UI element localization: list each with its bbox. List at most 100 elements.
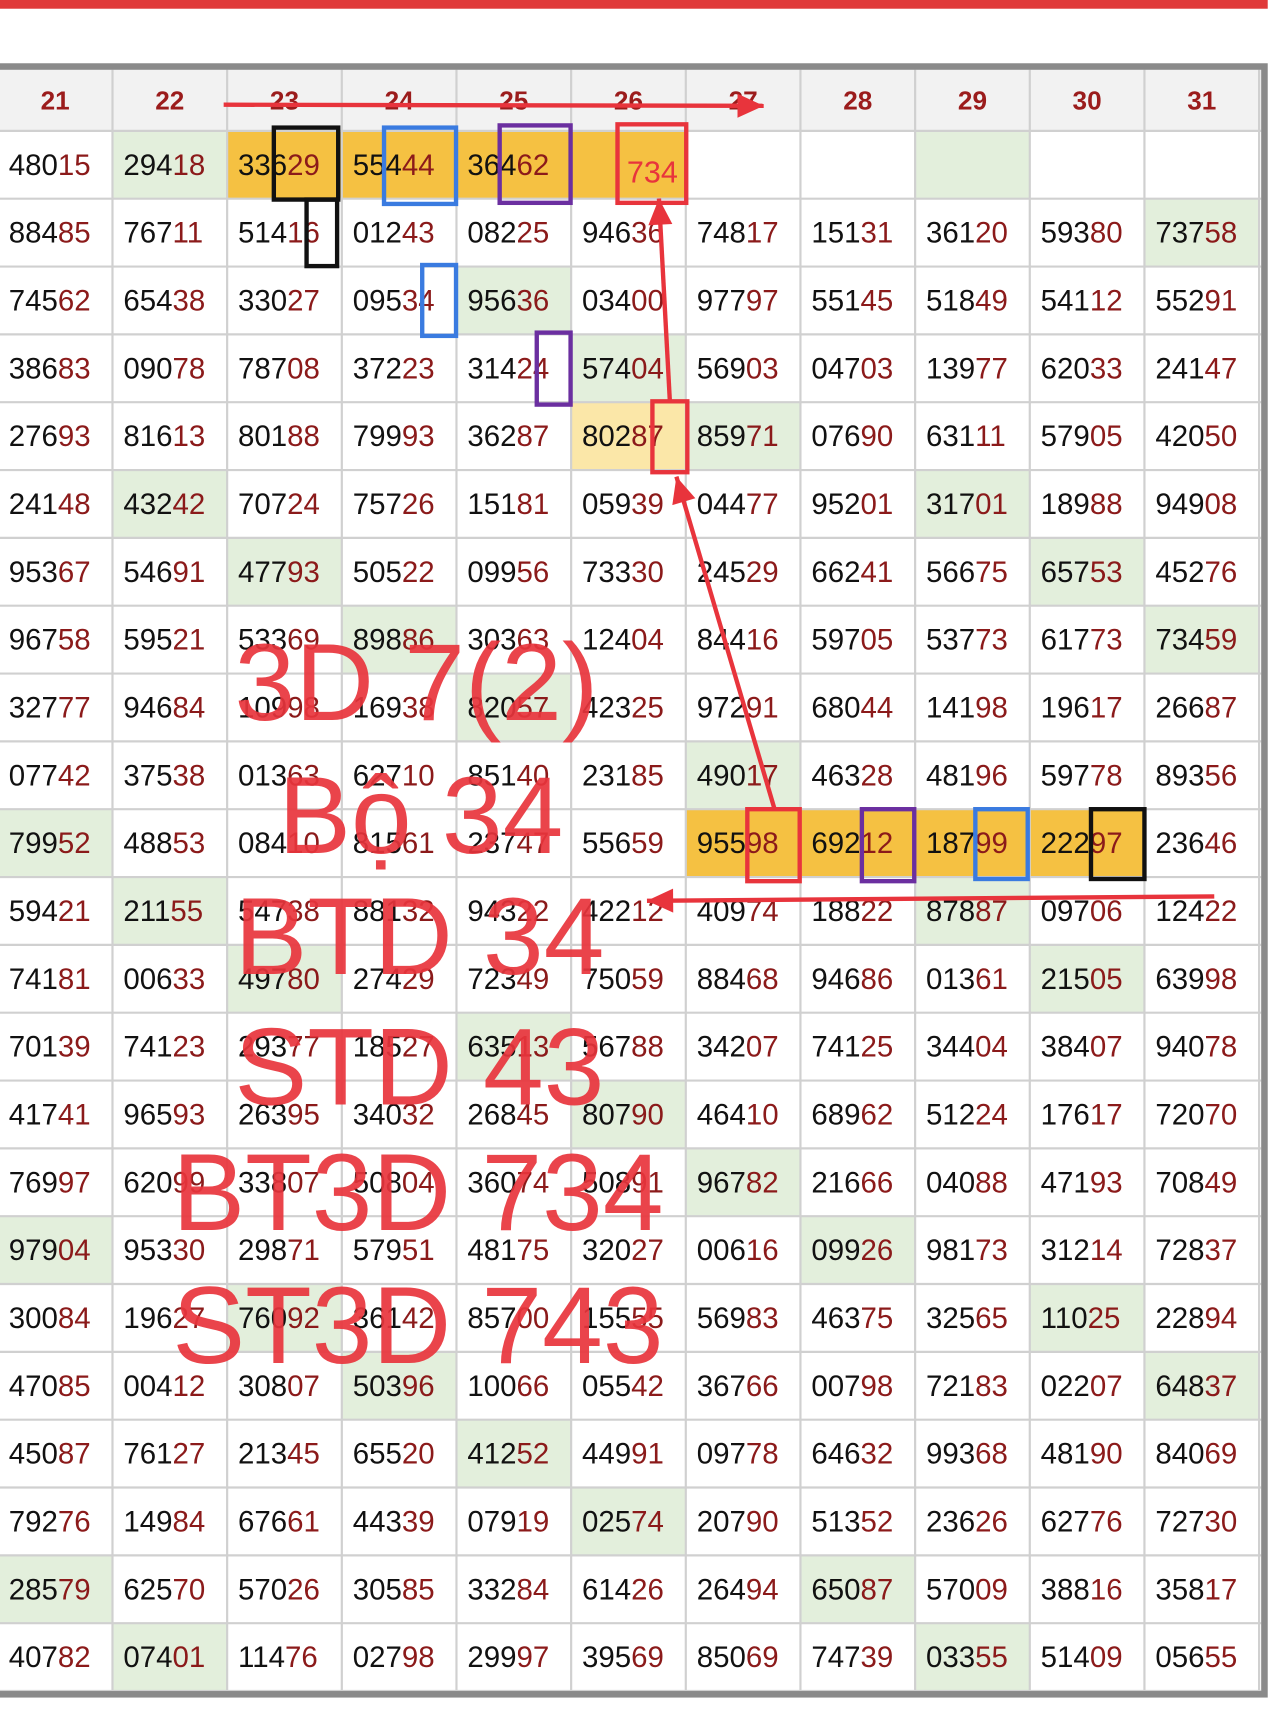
cell-number: 80188 bbox=[238, 420, 320, 453]
cell-number: 99368 bbox=[926, 1437, 1008, 1470]
cell-number: 85971 bbox=[697, 420, 779, 453]
cell-number: 26845 bbox=[467, 1098, 549, 1131]
cell-number: 76092 bbox=[238, 1301, 320, 1334]
cell-number: 57009 bbox=[926, 1573, 1008, 1606]
cell-number: 14198 bbox=[926, 691, 1008, 724]
cell-number: 59778 bbox=[1041, 759, 1123, 792]
cell-number: 89356 bbox=[1155, 759, 1237, 792]
cell-number: 12404 bbox=[582, 623, 664, 656]
cell-number: 48196 bbox=[926, 759, 1008, 792]
cell-number: 72349 bbox=[467, 962, 549, 995]
cell-number: 46410 bbox=[697, 1098, 779, 1131]
cell-number: 76997 bbox=[9, 1166, 91, 1199]
cell-number: 74123 bbox=[123, 1030, 205, 1063]
cell-number: 48015 bbox=[9, 148, 91, 181]
cell-number: 04703 bbox=[811, 352, 893, 385]
cell-number: 01361 bbox=[926, 962, 1008, 995]
cell-number: 04088 bbox=[926, 1166, 1008, 1199]
cell-number: 24529 bbox=[697, 555, 779, 588]
cell-number: 81613 bbox=[123, 420, 205, 453]
column-header: 25 bbox=[499, 85, 528, 115]
cell-bg bbox=[915, 470, 1030, 538]
column-header: 26 bbox=[614, 85, 643, 115]
cell-number: 51352 bbox=[811, 1505, 893, 1538]
cell-number: 72730 bbox=[1155, 1505, 1237, 1538]
cell-number: 55291 bbox=[1155, 284, 1237, 317]
cell-number: 55659 bbox=[582, 827, 664, 860]
cell-number: 54738 bbox=[238, 894, 320, 927]
cell-number: 33284 bbox=[467, 1573, 549, 1606]
cell-number: 72183 bbox=[926, 1369, 1008, 1402]
cell-number: 74817 bbox=[697, 216, 779, 249]
cell-number: 34207 bbox=[697, 1030, 779, 1063]
cell-number: 22297 bbox=[1041, 827, 1123, 860]
cell-number: 59421 bbox=[9, 894, 91, 927]
cell-number: 48190 bbox=[1041, 1437, 1123, 1470]
cell-bg bbox=[571, 130, 686, 199]
cell-number: 01363 bbox=[238, 759, 320, 792]
cell-number: 18527 bbox=[353, 1030, 435, 1063]
cell-number: 39569 bbox=[582, 1641, 664, 1674]
cell-number: 55444 bbox=[353, 148, 435, 181]
cell-number: 05939 bbox=[582, 487, 664, 520]
highlight-box bbox=[497, 123, 573, 206]
cell-number: 51849 bbox=[926, 284, 1008, 317]
cell-number: 23626 bbox=[926, 1505, 1008, 1538]
cell-number: 00616 bbox=[697, 1234, 779, 1267]
cell-note: 734 bbox=[627, 155, 678, 189]
cell-bg bbox=[915, 809, 1030, 878]
cell-number: 88468 bbox=[697, 962, 779, 995]
cell-number: 49780 bbox=[238, 962, 320, 995]
cell-number: 42050 bbox=[1155, 420, 1237, 453]
arrow-line bbox=[223, 102, 764, 108]
cell-number: 32027 bbox=[582, 1234, 664, 1267]
cell-number: 95330 bbox=[123, 1234, 205, 1267]
cell-number: 84069 bbox=[1155, 1437, 1237, 1470]
cell-number: 18799 bbox=[926, 827, 1008, 860]
cell-number: 20790 bbox=[697, 1505, 779, 1538]
cell-number: 48175 bbox=[467, 1234, 549, 1267]
cell-number: 65753 bbox=[1041, 555, 1123, 588]
cell-number: 88485 bbox=[9, 216, 91, 249]
cell-number: 02798 bbox=[353, 1641, 435, 1674]
cell-number: 56788 bbox=[582, 1030, 664, 1063]
cell-number: 97291 bbox=[697, 691, 779, 724]
cell-number: 95367 bbox=[9, 555, 91, 588]
cell-bg bbox=[1144, 198, 1260, 267]
cell-number: 88132 bbox=[353, 894, 435, 927]
cell-number: 62710 bbox=[353, 759, 435, 792]
cell-bg bbox=[227, 1284, 342, 1352]
cell-number: 19627 bbox=[123, 1301, 205, 1334]
cell-number: 26687 bbox=[1155, 691, 1237, 724]
column-header: 21 bbox=[41, 85, 70, 115]
cell-number: 29377 bbox=[238, 1030, 320, 1063]
cell-bg bbox=[685, 809, 801, 878]
cell-number: 74181 bbox=[9, 962, 91, 995]
cell-number: 47085 bbox=[9, 1369, 91, 1402]
cell-number: 40782 bbox=[9, 1641, 91, 1674]
cell-number: 08225 bbox=[467, 216, 549, 249]
cell-number: 38683 bbox=[9, 352, 91, 385]
cell-number: 18988 bbox=[1041, 487, 1123, 520]
cell-number: 81561 bbox=[353, 827, 435, 860]
cell-number: 61426 bbox=[582, 1573, 664, 1606]
cell-number: 14984 bbox=[123, 1505, 205, 1538]
cell-bg bbox=[0, 1216, 113, 1285]
cell-number: 64632 bbox=[811, 1437, 893, 1470]
cell-number: 15555 bbox=[582, 1301, 664, 1334]
cell-number: 53369 bbox=[238, 623, 320, 656]
cell-bg bbox=[685, 1148, 801, 1217]
cell-number: 72837 bbox=[1155, 1234, 1237, 1267]
cell-number: 02207 bbox=[1041, 1369, 1123, 1402]
cell-number: 66241 bbox=[811, 555, 893, 588]
cell-number: 08410 bbox=[238, 827, 320, 860]
cell-number: 69212 bbox=[811, 827, 893, 860]
cell-bg bbox=[915, 1623, 1030, 1692]
cell-bg bbox=[341, 605, 457, 674]
cell-number: 51416 bbox=[238, 216, 320, 249]
cell-number: 13977 bbox=[926, 352, 1008, 385]
table-border bbox=[0, 63, 1268, 1698]
cell-number: 89886 bbox=[353, 623, 435, 656]
cell-number: 12422 bbox=[1155, 894, 1237, 927]
